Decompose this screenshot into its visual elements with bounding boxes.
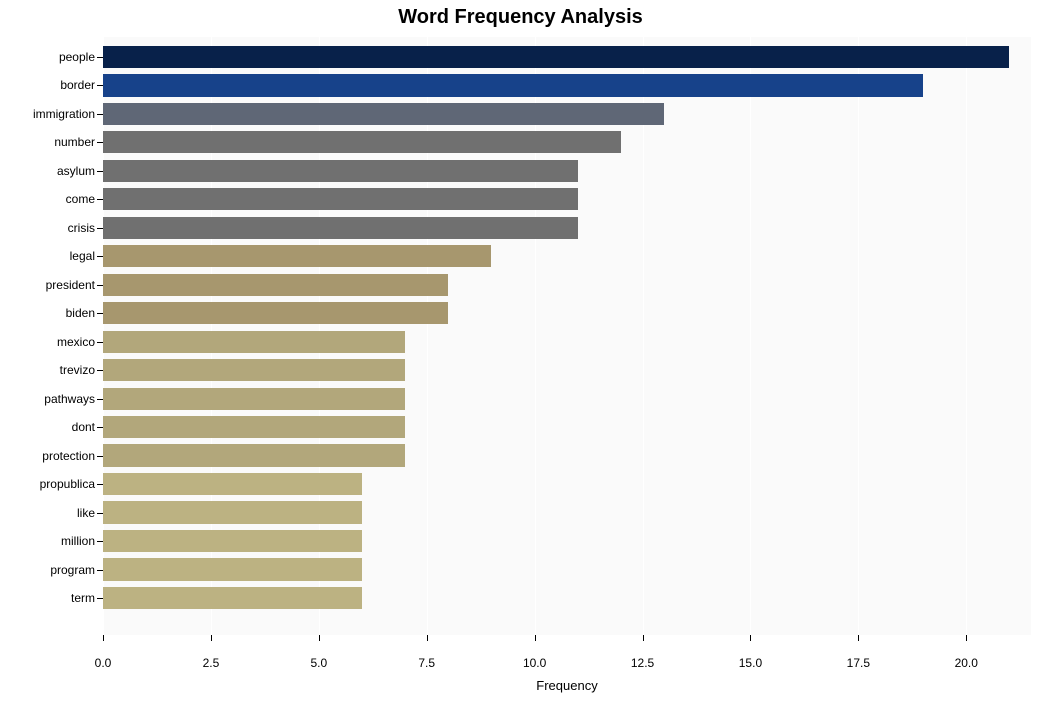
x-tick-mark	[643, 635, 644, 641]
y-tick-mark	[97, 228, 103, 229]
y-tick-label: mexico	[57, 335, 95, 349]
bar	[103, 501, 362, 523]
bar	[103, 331, 405, 353]
y-tick-mark	[97, 142, 103, 143]
y-tick-label: number	[54, 135, 95, 149]
x-tick-label: 20.0	[955, 656, 978, 670]
chart-title: Word Frequency Analysis	[0, 6, 1041, 29]
y-tick-label: border	[60, 78, 95, 92]
y-tick-label: like	[77, 506, 95, 520]
y-tick-label: program	[50, 563, 95, 577]
bar	[103, 558, 362, 580]
y-tick-label: legal	[70, 249, 95, 263]
bar	[103, 530, 362, 552]
bar	[103, 473, 362, 495]
y-tick-label: asylum	[57, 164, 95, 178]
y-tick-label: come	[66, 192, 95, 206]
bar	[103, 188, 578, 210]
y-tick-label: immigration	[33, 107, 95, 121]
y-tick-mark	[97, 85, 103, 86]
y-tick-label: president	[46, 278, 95, 292]
y-tick-mark	[97, 598, 103, 599]
y-tick-mark	[97, 370, 103, 371]
word-frequency-chart: Word Frequency Analysis people border immi…	[0, 0, 1041, 701]
y-tick-mark	[97, 427, 103, 428]
y-tick-mark	[97, 256, 103, 257]
bar	[103, 131, 621, 153]
x-tick-mark	[858, 635, 859, 641]
y-tick-label: propublica	[40, 477, 95, 491]
y-tick-mark	[97, 171, 103, 172]
y-tick-mark	[97, 313, 103, 314]
y-tick-mark	[97, 114, 103, 115]
x-tick-label: 15.0	[739, 656, 762, 670]
x-tick-mark	[750, 635, 751, 641]
bar	[103, 587, 362, 609]
bar	[103, 103, 664, 125]
x-tick-mark	[103, 635, 104, 641]
y-tick-label: people	[59, 50, 95, 64]
bar	[103, 302, 448, 324]
x-axis-label: Frequency	[103, 678, 1031, 693]
x-tick-label: 7.5	[418, 656, 435, 670]
bar	[103, 217, 578, 239]
y-tick-mark	[97, 399, 103, 400]
y-tick-mark	[97, 513, 103, 514]
y-tick-mark	[97, 541, 103, 542]
x-tick-mark	[427, 635, 428, 641]
y-tick-mark	[97, 285, 103, 286]
y-tick-mark	[97, 484, 103, 485]
y-tick-label: trevizo	[60, 363, 95, 377]
x-tick-label: 5.0	[310, 656, 327, 670]
bar	[103, 388, 405, 410]
y-tick-label: pathways	[44, 392, 95, 406]
bar	[103, 160, 578, 182]
y-tick-mark	[97, 199, 103, 200]
bar	[103, 359, 405, 381]
y-tick-label: crisis	[68, 221, 95, 235]
y-tick-mark	[97, 342, 103, 343]
y-tick-label: biden	[66, 306, 95, 320]
bar	[103, 46, 1009, 68]
bar	[103, 274, 448, 296]
x-tick-label: 12.5	[631, 656, 654, 670]
y-tick-mark	[97, 570, 103, 571]
y-tick-label: protection	[42, 449, 95, 463]
y-tick-label: term	[71, 591, 95, 605]
x-tick-label: 10.0	[523, 656, 546, 670]
y-tick-label: million	[61, 534, 95, 548]
x-tick-mark	[966, 635, 967, 641]
x-tick-label: 0.0	[95, 656, 112, 670]
bars-container	[103, 37, 1031, 635]
x-tick-label: 17.5	[847, 656, 870, 670]
x-tick-mark	[319, 635, 320, 641]
y-tick-mark	[97, 456, 103, 457]
x-tick-mark	[211, 635, 212, 641]
y-tick-mark	[97, 57, 103, 58]
x-tick-mark	[535, 635, 536, 641]
bar	[103, 74, 923, 96]
bar	[103, 245, 491, 267]
x-tick-label: 2.5	[203, 656, 220, 670]
y-tick-label: dont	[72, 420, 95, 434]
bar	[103, 444, 405, 466]
plot-area	[103, 37, 1031, 635]
bar	[103, 416, 405, 438]
